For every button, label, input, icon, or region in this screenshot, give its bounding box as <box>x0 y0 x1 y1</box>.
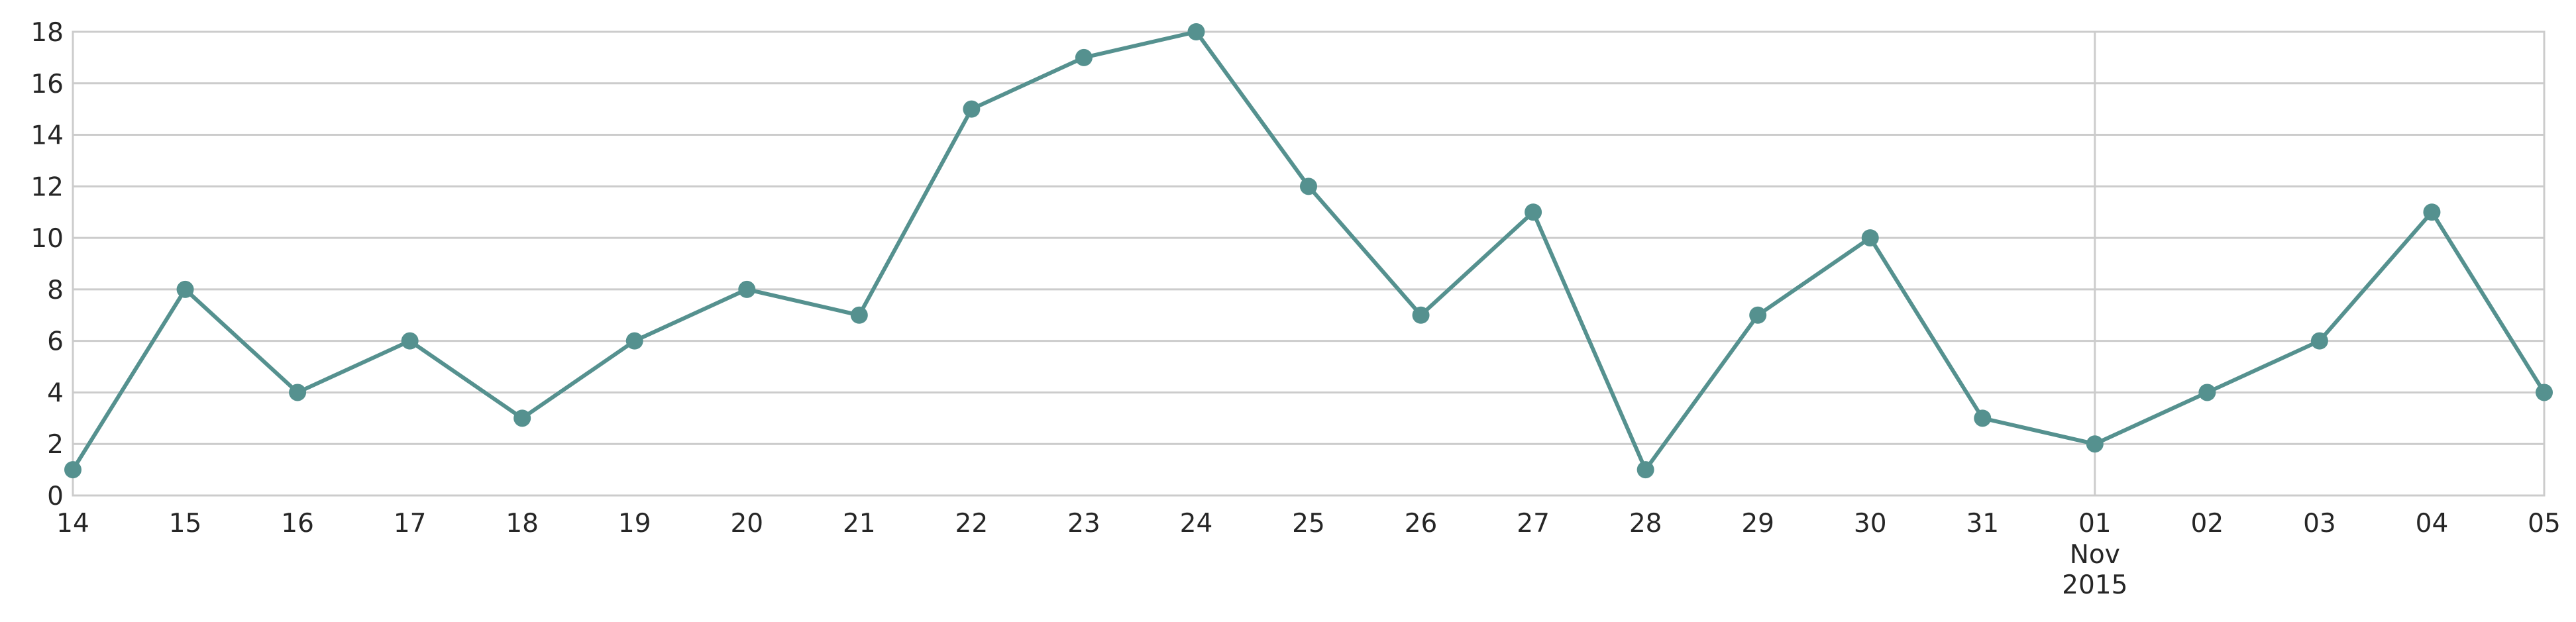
x-tick-label: 31 <box>1966 509 1999 539</box>
x-tick-label: 24 <box>1180 509 1213 539</box>
x-axis: Nov 2015 14 15 16 17 18 19 20 21 22 23 24 25 26 27 28 2… <box>56 509 2561 600</box>
data-point <box>1412 306 1430 324</box>
x-tick-label: 20 <box>730 509 763 539</box>
x-tick-label: 01 <box>2078 509 2112 539</box>
y-tick-label: 18 <box>30 18 64 48</box>
x-tick-label: 16 <box>281 509 314 539</box>
data-point <box>1861 229 1879 247</box>
data-point <box>2198 384 2216 401</box>
y-axis: 0 2 4 6 8 10 12 14 16 18 <box>30 18 64 511</box>
y-tick-label: 2 <box>47 430 64 460</box>
data-point <box>1187 23 1205 40</box>
data-point <box>289 384 307 401</box>
x-tick-label: 25 <box>1292 509 1325 539</box>
grid <box>73 30 2544 497</box>
y-tick-label: 8 <box>47 276 64 305</box>
x-month-label: Nov <box>2070 540 2120 570</box>
y-tick-label: 14 <box>30 121 64 151</box>
data-point <box>2310 332 2328 350</box>
x-tick-label: 26 <box>1405 509 1438 539</box>
data-point <box>513 409 531 427</box>
x-tick-label: 02 <box>2191 509 2224 539</box>
data-point <box>1525 203 1542 221</box>
data-point <box>64 461 81 479</box>
data-point <box>1749 306 1767 324</box>
x-tick-label: 04 <box>2416 509 2449 539</box>
series <box>64 23 2553 479</box>
data-point <box>1637 461 1654 479</box>
data-point <box>1974 409 1992 427</box>
series-line <box>71 30 2546 472</box>
x-year-label: 2015 <box>2062 570 2127 600</box>
data-point <box>738 280 756 298</box>
plot-frame <box>72 30 2546 497</box>
x-tick-label: 21 <box>843 509 876 539</box>
x-tick-label: 22 <box>955 509 989 539</box>
x-tick-label: 19 <box>618 509 651 539</box>
x-tick-label: 30 <box>1854 509 1887 539</box>
x-tick-label: 28 <box>1629 509 1662 539</box>
y-tick-label: 6 <box>47 327 64 357</box>
data-point <box>176 280 194 298</box>
data-point <box>1075 48 1093 66</box>
data-point <box>1300 178 1317 195</box>
y-tick-label: 4 <box>47 378 64 408</box>
data-point <box>625 332 643 350</box>
x-tick-label: 23 <box>1067 509 1100 539</box>
y-tick-label: 0 <box>47 482 64 511</box>
data-point <box>2536 384 2553 401</box>
x-tick-label: 05 <box>2528 509 2561 539</box>
y-tick-label: 16 <box>30 70 64 99</box>
y-tick-label: 10 <box>30 224 64 254</box>
y-tick-label: 12 <box>30 172 64 202</box>
x-tick-label: 17 <box>394 509 427 539</box>
x-tick-label: 15 <box>169 509 202 539</box>
x-tick-label: 29 <box>1741 509 1774 539</box>
data-point <box>850 306 868 324</box>
x-tick-label: 27 <box>1517 509 1550 539</box>
x-tick-label: 14 <box>56 509 89 539</box>
data-point <box>963 100 981 118</box>
data-point <box>2086 435 2104 453</box>
data-point <box>401 332 419 350</box>
data-point <box>2423 203 2441 221</box>
x-tick-label: 18 <box>506 509 539 539</box>
x-tick-label: 03 <box>2303 509 2336 539</box>
